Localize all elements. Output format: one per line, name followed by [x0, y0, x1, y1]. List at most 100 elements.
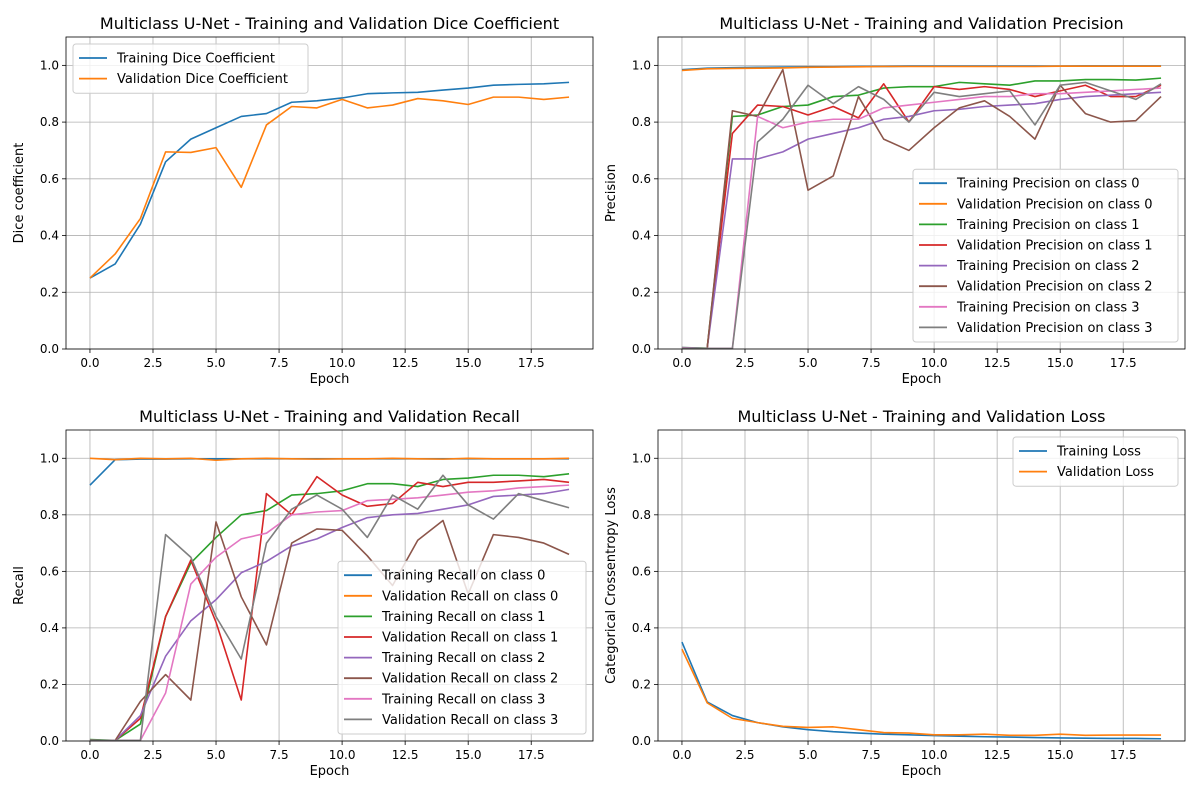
legend-entry: Training Precision on class 3 — [956, 300, 1140, 315]
y-tick-label: 0.0 — [632, 734, 651, 748]
chart-title: Multiclass U-Net - Training and Validati… — [719, 14, 1123, 33]
x-tick-label: 7.5 — [862, 748, 881, 762]
series-line-1 — [681, 641, 1162, 740]
x-tick-label: 5.0 — [206, 356, 225, 370]
x-tick-label: 15.0 — [455, 748, 482, 762]
series-line-6 — [681, 68, 1162, 350]
y-tick-label: 1.0 — [40, 451, 59, 465]
y-axis-label: Recall — [12, 566, 27, 605]
legend-box — [72, 43, 309, 94]
x-axis-label: Epoch — [902, 372, 942, 387]
legend-entry: Validation Recall on class 3 — [382, 713, 558, 728]
x-tick-label: 0.0 — [672, 356, 691, 370]
x-tick-label: 12.5 — [392, 748, 419, 762]
series-line-8 — [89, 474, 570, 742]
series-line-2 — [89, 96, 570, 279]
x-tick-label: 12.5 — [984, 356, 1011, 370]
x-tick-label: 2.5 — [735, 748, 754, 762]
x-tick-label: 5.0 — [206, 748, 225, 762]
x-tick-label: 5.0 — [798, 748, 817, 762]
x-tick-label: 17.5 — [1110, 748, 1137, 762]
legend-entry: Validation Loss — [1057, 465, 1154, 480]
legend: Training Precision on class 0 Validation … — [912, 168, 1179, 343]
x-tick-label: 15.0 — [1047, 748, 1074, 762]
y-tick-label: 0.6 — [40, 172, 59, 186]
series-line-2 — [681, 648, 1162, 737]
legend-box — [337, 560, 587, 735]
y-tick-label: 0.2 — [632, 677, 651, 691]
y-tick-label: 0.0 — [40, 734, 59, 748]
y-tick-label: 1.0 — [632, 58, 651, 72]
y-tick-label: 0.8 — [632, 508, 651, 522]
y-axis-label: Dice coefficient — [12, 143, 27, 244]
legend: Training Recall on class 0 Validation Rec… — [337, 560, 587, 735]
x-tick-label: 10.0 — [329, 748, 356, 762]
legend-entry: Validation Precision on class 2 — [957, 280, 1152, 295]
y-tick-label: 0.0 — [40, 342, 59, 356]
y-tick-label: 1.0 — [40, 58, 59, 72]
x-tick-label: 15.0 — [1047, 356, 1074, 370]
x-tick-label: 0.0 — [80, 748, 99, 762]
x-tick-label: 0.0 — [672, 748, 691, 762]
legend-entry: Training Recall on class 3 — [381, 692, 545, 707]
series-line-7 — [681, 87, 1162, 350]
x-tick-label: 7.5 — [270, 356, 289, 370]
x-axis-label: Epoch — [310, 764, 350, 779]
y-tick-label: 0.8 — [40, 115, 59, 129]
series-line-2 — [681, 65, 1162, 72]
series-line-2 — [89, 457, 570, 462]
x-tick-label: 12.5 — [984, 748, 1011, 762]
legend-entry: Training Recall on class 2 — [381, 651, 545, 666]
series-line-3 — [681, 77, 1162, 349]
plot-frame — [65, 36, 594, 350]
y-tick-label: 0.4 — [632, 621, 651, 635]
x-tick-label: 15.0 — [455, 356, 482, 370]
y-tick-label: 0.8 — [40, 508, 59, 522]
chart-2: Multiclass U-Net - Training and Validati… — [604, 14, 1186, 387]
y-tick-label: 0.0 — [632, 342, 651, 356]
legend-entry: Validation Recall on class 1 — [382, 631, 558, 646]
plot-frame — [65, 429, 594, 742]
x-tick-label: 5.0 — [798, 356, 817, 370]
y-axis-label: Categorical Crossentropy Loss — [604, 487, 619, 684]
y-tick-label: 0.8 — [632, 115, 651, 129]
x-tick-label: 10.0 — [329, 356, 356, 370]
legend: Training Loss Validation Loss — [1012, 436, 1179, 487]
y-tick-label: 0.6 — [40, 564, 59, 578]
y-tick-label: 0.4 — [632, 229, 651, 243]
series-line-6 — [89, 519, 570, 742]
x-axis-label: Epoch — [902, 764, 942, 779]
y-tick-label: 0.2 — [632, 285, 651, 299]
legend-entry: Validation Precision on class 1 — [957, 239, 1152, 254]
legend-entry: Training Precision on class 1 — [956, 218, 1140, 233]
series-line-7 — [89, 484, 570, 742]
series-line-4 — [89, 475, 570, 742]
y-tick-label: 0.4 — [40, 621, 59, 635]
chart-title: Multiclass U-Net - Training and Validati… — [737, 407, 1105, 426]
x-tick-label: 7.5 — [862, 356, 881, 370]
y-tick-label: 0.6 — [632, 564, 651, 578]
legend-entry: Training Recall on class 0 — [381, 569, 545, 584]
chart-3: Multiclass U-Net - Training and Validati… — [12, 407, 594, 779]
legend-box — [912, 168, 1179, 343]
chart-4: Multiclass U-Net - Training and Validati… — [604, 407, 1186, 779]
y-tick-label: 0.4 — [40, 229, 59, 243]
x-tick-label: 17.5 — [1110, 356, 1137, 370]
plot-frame — [657, 429, 1186, 742]
legend-entry: Validation Recall on class 0 — [382, 589, 558, 604]
chart-title: Multiclass U-Net - Training and Validati… — [100, 14, 559, 33]
legend-entry: Validation Recall on class 2 — [382, 672, 558, 687]
legend-entry: Training Loss — [1056, 445, 1141, 460]
x-tick-label: 10.0 — [921, 356, 948, 370]
series-line-5 — [681, 91, 1162, 350]
series-line-1 — [89, 458, 570, 486]
legend-entry: Training Precision on class 0 — [956, 177, 1140, 192]
x-tick-label: 2.5 — [143, 748, 162, 762]
chart-title: Multiclass U-Net - Training and Validati… — [139, 407, 520, 426]
y-tick-label: 0.2 — [40, 285, 59, 299]
legend-entry: Validation Precision on class 0 — [957, 197, 1152, 212]
x-tick-label: 10.0 — [921, 748, 948, 762]
series-line-5 — [89, 488, 570, 742]
x-axis-label: Epoch — [310, 372, 350, 387]
